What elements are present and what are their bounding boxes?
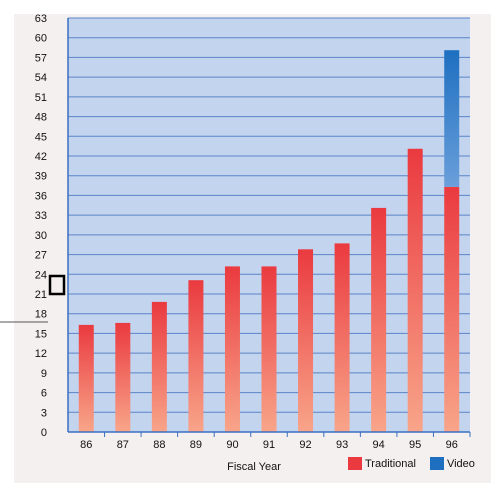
x-tick-label: 94: [373, 439, 385, 451]
x-axis-title: Fiscal Year: [227, 461, 281, 473]
bar-traditional-93: [334, 243, 350, 432]
x-tick-label: 95: [409, 439, 421, 451]
bar-traditional-90: [224, 266, 240, 432]
y-tick-label: 3: [41, 407, 47, 419]
x-tick-label: 87: [117, 439, 129, 451]
bar-traditional-92: [298, 249, 314, 432]
y-tick-label: 54: [35, 72, 47, 84]
y-tick-label: 0: [41, 427, 47, 439]
bar-traditional-95: [407, 148, 423, 432]
y-tick-label: 63: [35, 13, 47, 25]
y-tick-label: 24: [35, 269, 47, 281]
legend: Traditional Video: [348, 457, 475, 470]
x-tick-label: 90: [226, 439, 238, 451]
y-tick-label: 30: [35, 230, 47, 242]
y-tick-label: 18: [35, 309, 47, 321]
y-tick-label: 45: [35, 131, 47, 143]
bar-video-96: [444, 50, 460, 187]
legend-label-traditional: Traditional: [365, 457, 416, 470]
legend-item-traditional: Traditional: [348, 457, 416, 470]
bar-traditional-86: [78, 324, 94, 432]
y-tick-label: 33: [35, 210, 47, 222]
selection-marker-icon: [48, 274, 66, 296]
x-axis-tick-labels: 86 87 88 89 90 91 92 93 94 95 96: [80, 439, 458, 451]
bar-traditional-87: [115, 322, 131, 432]
axes: [67, 18, 471, 437]
y-tick-label: 6: [41, 388, 47, 400]
bar-traditional-89: [188, 280, 204, 432]
y-tick-label: 36: [35, 190, 47, 202]
legend-swatch-video: [429, 457, 444, 470]
x-tick-label: 86: [80, 439, 92, 451]
x-tick-label: 89: [190, 439, 202, 451]
y-tick-label: 27: [35, 250, 47, 262]
x-tick-label: 93: [336, 439, 348, 451]
legend-item-video: Video: [429, 457, 475, 470]
y-tick-label: 39: [35, 171, 47, 183]
bar-traditional-94: [371, 207, 387, 432]
bar-traditional-88: [151, 301, 167, 432]
y-tick-label: 57: [35, 52, 47, 64]
y-tick-label: 51: [35, 92, 47, 104]
legend-swatch-traditional: [348, 457, 362, 470]
y-tick-label: 15: [35, 328, 47, 340]
x-tick-label: 92: [299, 439, 311, 451]
y-tick-label: 12: [35, 348, 47, 360]
legend-label-video: Video: [446, 457, 475, 470]
x-tick-label: 88: [153, 439, 165, 451]
y-tick-label: 48: [35, 112, 47, 124]
y-tick-label: 21: [35, 289, 47, 301]
x-tick-label: 91: [263, 439, 275, 451]
y-tick-label: 60: [35, 33, 47, 45]
x-tick-label: 96: [446, 439, 458, 451]
bar-traditional-96: [444, 186, 460, 432]
y-tick-label: 9: [41, 368, 47, 380]
bar-traditional-91: [261, 266, 277, 432]
y-tick-label: 42: [35, 151, 47, 163]
bars: [78, 50, 460, 432]
